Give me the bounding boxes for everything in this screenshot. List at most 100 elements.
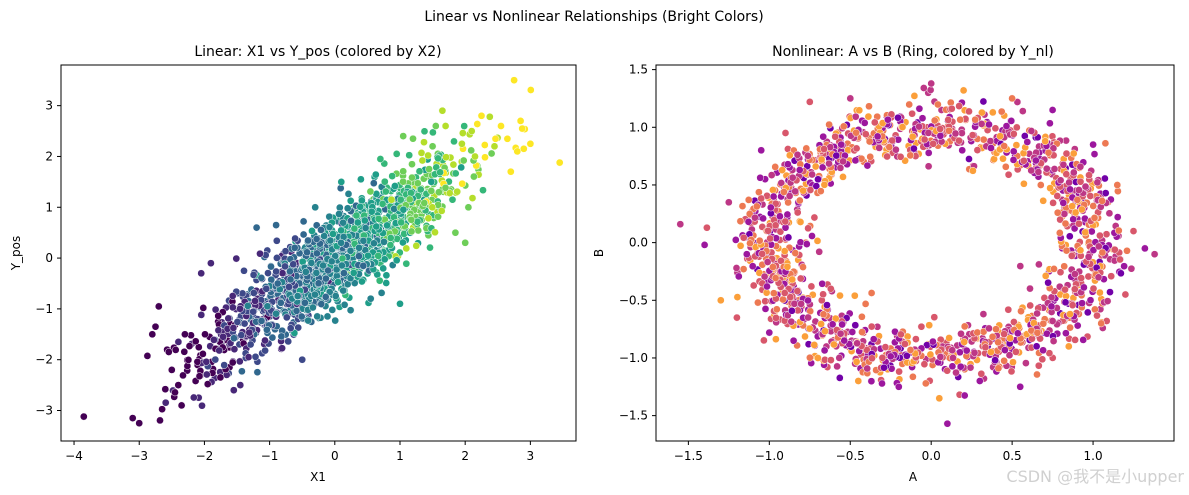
scatter-point [783, 262, 792, 271]
scatter-point [427, 177, 436, 186]
scatter-point [769, 192, 778, 201]
scatter-point [1116, 255, 1124, 264]
scatter-point [837, 140, 846, 149]
scatter-point [962, 346, 971, 355]
scatter-point [781, 217, 790, 226]
scatter-point [367, 207, 376, 216]
scatter-point [193, 357, 202, 366]
scatter-point [778, 166, 787, 174]
scatter-point [203, 380, 212, 388]
scatter-point [797, 300, 805, 308]
scatter-point [294, 323, 303, 332]
scatter-point [878, 353, 887, 362]
scatter-point [405, 151, 414, 160]
scatter-point [755, 269, 764, 277]
scatter-point [355, 252, 363, 261]
scatter-point [906, 151, 915, 160]
scatter-point [468, 194, 477, 202]
scatter-point [332, 265, 341, 274]
scatter-point [947, 104, 956, 113]
scatter-point [396, 195, 405, 204]
x-tick: −2 [196, 441, 213, 463]
scatter-point [867, 289, 876, 297]
scatter-point [930, 116, 939, 125]
linear-x-axis: −4 −3 −2 −1 0 1 2 3 [65, 441, 534, 463]
x-tick-label: 1.0 [1084, 449, 1103, 463]
scatter-point [883, 152, 891, 161]
scatter-point [1061, 219, 1070, 228]
scatter-point [268, 333, 277, 342]
y-tick-label: 2 [45, 149, 53, 163]
scatter-point [185, 342, 194, 350]
scatter-point [898, 123, 907, 131]
scatter-point [835, 374, 844, 382]
linear-plot-title: Linear: X1 vs Y_pos (colored by X2) [194, 44, 441, 60]
scatter-point [438, 106, 447, 115]
scatter-point [148, 330, 157, 339]
scatter-point [1020, 179, 1028, 188]
scatter-point [458, 139, 466, 148]
y-tick: 1 [45, 200, 61, 214]
scatter-point [769, 289, 778, 298]
scatter-point [1023, 138, 1032, 146]
scatter-point [399, 132, 408, 140]
scatter-point [1089, 140, 1097, 149]
scatter-point [1041, 137, 1050, 146]
scatter-point [906, 346, 915, 354]
x-tick-label: −1 [261, 449, 279, 463]
scatter-point [732, 264, 741, 272]
scatter-point [151, 322, 160, 331]
scatter-point [240, 319, 249, 328]
scatter-point [1096, 231, 1104, 240]
linear-scatter-points [79, 76, 564, 428]
scatter-point [861, 300, 870, 308]
scatter-point [816, 187, 825, 195]
scatter-point [408, 160, 416, 169]
scatter-point [301, 298, 309, 307]
scatter-point [1053, 192, 1062, 200]
scatter-point [180, 347, 189, 356]
scatter-point [378, 200, 387, 208]
scatter-point [819, 290, 827, 299]
scatter-point [973, 328, 982, 337]
scatter-point [273, 279, 282, 288]
scatter-point [868, 354, 876, 363]
scatter-point [313, 249, 321, 258]
scatter-point [908, 132, 917, 141]
scatter-point [744, 196, 753, 204]
scatter-point [1002, 122, 1011, 130]
scatter-point [272, 221, 280, 229]
scatter-point [813, 237, 822, 245]
scatter-point [292, 307, 301, 315]
scatter-point [1094, 242, 1103, 251]
scatter-point [833, 362, 841, 371]
scatter-point [854, 377, 863, 385]
scatter-point [959, 86, 968, 95]
scatter-point [994, 338, 1002, 347]
scatter-point [431, 122, 440, 130]
scatter-point [344, 190, 353, 198]
scatter-point [135, 419, 144, 428]
scatter-point [1001, 162, 1010, 171]
scatter-point [777, 179, 786, 187]
nonlinear-scatter-points [676, 79, 1159, 428]
scatter-point [358, 196, 366, 205]
scatter-point [745, 210, 754, 218]
scatter-point [477, 111, 486, 120]
scatter-point [434, 212, 442, 221]
scatter-point [349, 269, 358, 277]
scatter-point [949, 354, 957, 362]
scatter-point [409, 134, 417, 143]
scatter-point [413, 179, 422, 188]
x-tick: −1.5 [674, 441, 703, 463]
scatter-point [426, 243, 434, 252]
x-tick: 3 [527, 441, 534, 463]
scatter-point [304, 316, 313, 325]
scatter-point [383, 221, 391, 230]
scatter-point [1064, 342, 1073, 351]
scatter-point [485, 112, 494, 121]
scatter-point [331, 316, 340, 325]
scatter-point [407, 227, 416, 236]
scatter-point [229, 386, 238, 395]
